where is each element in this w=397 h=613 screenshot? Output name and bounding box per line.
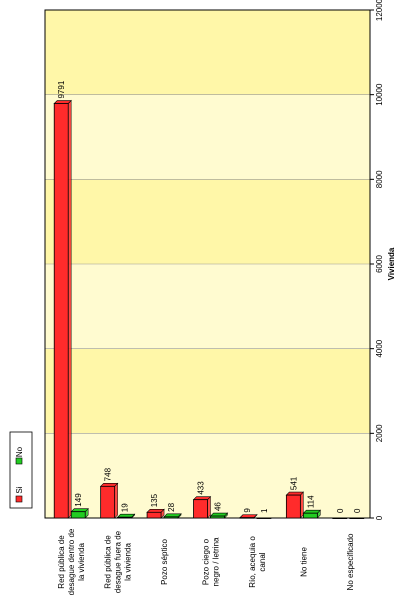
plot-band xyxy=(45,94,370,180)
tick-label: 8000 xyxy=(375,170,384,188)
category-label: Pozo séptico xyxy=(160,539,169,585)
bar xyxy=(349,517,365,520)
bar-side xyxy=(207,495,211,519)
bar-top xyxy=(146,508,165,513)
tick-label: 10000 xyxy=(375,83,384,106)
legend-swatch xyxy=(15,457,23,465)
data-label: 28 xyxy=(167,502,176,511)
data-label: 9791 xyxy=(57,80,66,98)
tick-label: 4000 xyxy=(375,339,384,357)
legend-box xyxy=(9,431,33,509)
value-axis: 0 2000 4000 6000 8000 10000 12000 Vivienda xyxy=(370,0,396,520)
bar-top xyxy=(239,514,258,518)
tick-label: 12000 xyxy=(375,0,384,21)
bar-top xyxy=(192,496,212,500)
bars xyxy=(53,99,365,520)
bar-top xyxy=(285,491,305,496)
bar xyxy=(285,494,301,519)
bar-side xyxy=(67,99,72,519)
bar-top xyxy=(53,100,72,104)
data-label: 0 xyxy=(336,508,345,513)
legend-label: Si xyxy=(15,486,24,493)
bar-top xyxy=(70,508,89,512)
legend-label: No xyxy=(15,446,24,457)
category-label: Río, acequia ocanal xyxy=(248,536,267,588)
bar xyxy=(332,517,348,520)
plot-band xyxy=(45,264,370,349)
bar xyxy=(146,511,162,519)
legend-swatch xyxy=(15,495,23,503)
category-axis: Red pública dedesague dentro dela vivien… xyxy=(57,528,355,595)
data-label: 1 xyxy=(260,508,269,513)
data-label: 135 xyxy=(150,493,159,507)
data-label: 433 xyxy=(197,481,206,495)
bar-side xyxy=(300,491,304,519)
data-label: 0 xyxy=(353,508,362,513)
bar-top xyxy=(302,509,322,514)
data-label: 9 xyxy=(243,508,252,513)
bar-top xyxy=(163,513,182,518)
category-label: Red pública dedesague dentro dela vivien… xyxy=(57,528,86,595)
data-label: 19 xyxy=(121,503,130,512)
plot-band xyxy=(45,348,370,434)
bar xyxy=(163,516,179,519)
bar xyxy=(70,511,86,519)
category-label: No tiene xyxy=(299,547,308,577)
bar xyxy=(53,103,69,519)
bar xyxy=(239,517,255,519)
bar-top xyxy=(99,483,119,487)
data-label: 46 xyxy=(214,502,223,511)
data-label: 149 xyxy=(74,493,83,507)
data-label: 748 xyxy=(104,467,113,481)
data-labels: 9791 149 748 19 135 28 433 46 9 1 541 114 0 0 xyxy=(57,80,362,513)
bar xyxy=(117,516,133,519)
category-label: No especificado xyxy=(346,533,355,590)
plot-band xyxy=(45,10,370,95)
plot-band xyxy=(45,179,370,264)
bar xyxy=(100,485,116,519)
bar-top xyxy=(209,512,229,517)
tick-label: 6000 xyxy=(375,255,384,273)
bar xyxy=(210,515,225,519)
data-label: 114 xyxy=(306,495,315,508)
bar xyxy=(193,499,208,519)
legend: Si No xyxy=(9,431,33,509)
axis-label: Vivienda xyxy=(387,247,396,280)
bar-top xyxy=(116,513,136,518)
tick-label: 2000 xyxy=(375,424,384,442)
bar xyxy=(256,517,272,519)
bar-side xyxy=(114,482,118,519)
bar xyxy=(302,512,318,519)
category-label: Red pública dedesague fuera dela viviend… xyxy=(104,530,133,593)
data-label: 541 xyxy=(289,476,298,490)
category-label: Pozo ciego onegro / letrina xyxy=(202,537,221,586)
plot-area xyxy=(44,9,371,519)
tick-label: 0 xyxy=(375,515,384,520)
